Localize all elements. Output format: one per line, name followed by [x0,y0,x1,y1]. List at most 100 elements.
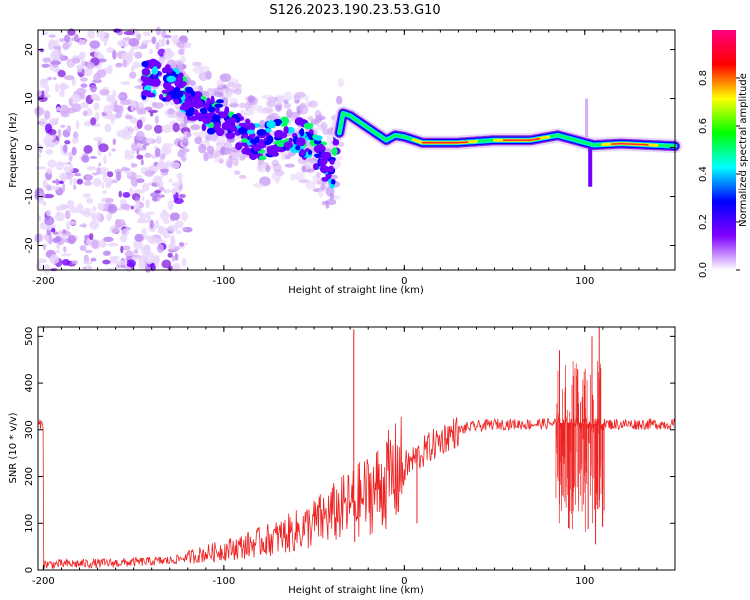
spectrogram-xlabel: Height of straight line (km) [288,285,424,296]
spectrogram-cell [123,125,134,136]
spectrogram-cell [71,57,81,64]
spectrogram-cell [55,117,59,122]
spectrogram-cell [84,249,93,254]
spectrogram-cell [172,262,181,272]
spectrogram-cell [54,250,61,254]
spectrogram-cell [270,147,279,154]
spectrogram-cell [258,155,267,161]
spectrogram-cell [129,71,137,79]
spectrogram-cell [73,173,82,177]
spectrogram-cell [107,242,119,247]
spectrogram-cell [45,168,53,174]
spectrogram-cell [216,99,224,104]
spectrogram-cell [53,45,60,50]
colorbar-label: Normalized spectral amplitude [738,73,749,227]
spectrogram-cell [264,140,272,146]
figure-title: S126.2023.190.23.53.G10 [269,3,440,18]
spectrogram-cell [141,228,147,236]
spectrogram-cell [190,106,195,114]
spectrogram-cell [129,187,134,196]
spectrogram-cell [318,189,324,198]
spectrogram-cell [335,95,343,105]
spectrogram-cell [178,178,183,186]
spectrogram-cell [42,200,47,207]
spectrogram-cell [331,147,338,156]
spectrogram-cell [122,37,131,41]
spectrogram-cell [212,114,221,123]
spectrogram-cell [136,178,145,184]
spectrogram-cell [188,101,195,109]
spectrogram-cell [103,36,108,47]
snr-ytick-label: 0 [24,567,35,573]
spectrogram-cell [174,220,184,228]
spectrogram-cell [272,163,282,172]
colorbar-tick-label: 0.6 [698,118,709,134]
spectrogram-cell [64,75,75,81]
spectrogram-cell [39,48,45,53]
spectrogram-cell [92,206,97,212]
spectrogram-cell [61,152,72,156]
spectrogram-cell [146,214,151,224]
spectrogram-cell [214,103,224,108]
spectrogram-cell [322,128,331,136]
spectrogram-cell [132,61,140,69]
spectrogram-cell [320,183,326,191]
spectrogram-cell [117,40,124,47]
spectrogram-cell [50,227,56,233]
spectrogram-cell [79,224,88,228]
spectrogram-cell [219,147,232,155]
spectrogram-cell [141,182,150,192]
spectrogram-cell [219,73,232,83]
spectrogram-cell [115,219,126,228]
colorbar: 0.0 0.2 0.4 0.6 0.8 Normalized spectral ampl… [698,30,749,278]
spectrogram-cell [180,55,186,64]
snr-xlabel: Height of straight line (km) [288,585,424,596]
spectrogram-cell [208,121,214,129]
snr-xtick-label: 100 [575,576,594,587]
spectrogram-cell [186,132,192,138]
spectrogram-cell [320,145,326,152]
spectrogram-cell [171,188,177,195]
spectrogram-cell [308,100,318,108]
spectrogram-cell [55,106,62,112]
spectrogram-cell [283,141,294,149]
spectrogram-cell [171,181,180,187]
spectrogram-xtick-label: -100 [213,276,236,287]
spectrogram-cell [66,107,77,114]
spectrogram-cell [201,123,207,132]
spectrogram-cell [219,134,228,145]
spectrogram-cell [181,157,187,161]
spectrogram-cell [126,259,136,268]
spectrogram-cell [89,84,97,93]
spectrogram-cell [244,144,250,152]
spectrogram-cell [210,95,215,105]
spectrogram-cell [158,157,164,168]
spectrogram-cell [63,166,71,173]
spectrogram-cell [133,239,143,250]
spectrogram-cell [151,36,157,45]
spectrogram-cell [194,112,204,120]
spectrogram-cell [179,123,188,128]
spectrogram-cell [206,145,215,155]
spectrogram-cell [47,227,52,231]
spectrogram-cell [241,137,248,143]
spectrogram-cell [63,246,67,253]
spectrogram-cell [283,91,293,101]
spectrogram-cell [93,137,104,141]
spectrogram-cell [176,81,186,89]
spectrogram-cell [41,63,50,68]
spectrogram-cell [161,259,172,269]
spectrogram-cell [67,161,72,165]
spectrogram-cell [134,85,145,89]
spectrogram-cell [155,42,160,50]
spectrogram-cell [134,51,143,59]
spectrogram-cell [112,28,121,33]
spectrogram-cell [103,250,111,256]
spectrogram-ytick-label: -10 [24,188,35,204]
spectrogram-cell [160,211,170,220]
spectrogram-cell [237,127,248,135]
spectrogram-cell [155,26,162,36]
spectrogram-cell [202,117,212,125]
snr-series [38,327,675,570]
spectrogram-cell [314,135,323,141]
